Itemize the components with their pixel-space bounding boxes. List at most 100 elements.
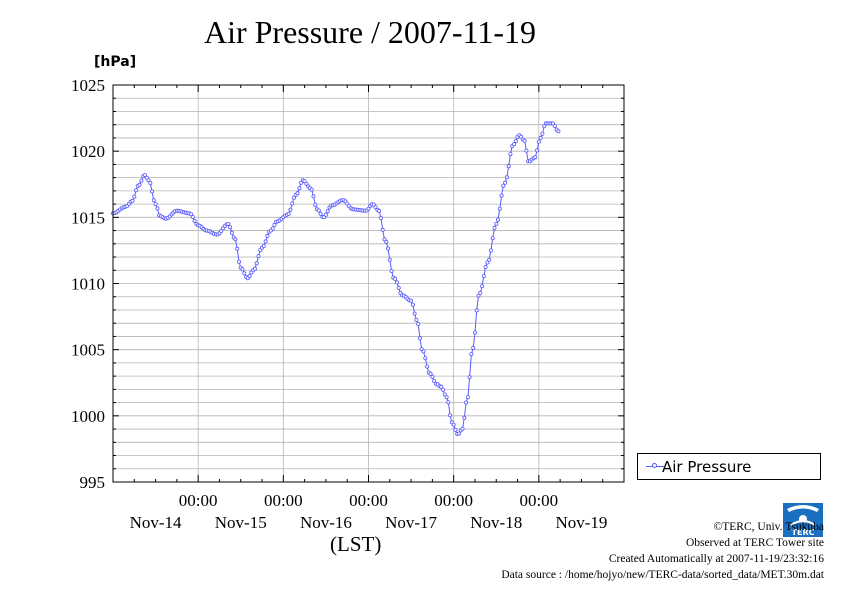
air-pressure-point xyxy=(536,139,541,144)
air-pressure-point xyxy=(394,280,399,285)
air-pressure-point xyxy=(297,186,302,191)
x-tick-date-label: Nov-15 xyxy=(215,513,267,532)
air-pressure-point xyxy=(504,175,509,180)
air-pressure-point xyxy=(316,208,321,213)
air-pressure-point xyxy=(151,198,156,203)
air-pressure-point xyxy=(229,230,234,235)
air-pressure-point xyxy=(380,227,385,232)
air-pressure-point xyxy=(483,264,488,269)
air-pressure-point xyxy=(233,237,238,242)
air-pressure-point xyxy=(421,349,426,354)
x-axis-label: (LST) xyxy=(330,532,382,556)
legend-label: Air Pressure xyxy=(662,458,752,476)
air-pressure-point xyxy=(448,413,453,418)
air-pressure-point xyxy=(384,239,389,244)
air-pressure-point xyxy=(430,374,435,379)
air-pressure-point xyxy=(371,202,376,207)
x-axis-ticks: 00:00 Nov-14 00:00 Nov-15 00:00 Nov-16 00:00 No… xyxy=(130,85,607,532)
air-pressure-point xyxy=(261,243,266,248)
air-pressure-point xyxy=(291,195,296,200)
air-pressure-point xyxy=(432,378,437,383)
air-pressure-point xyxy=(256,254,261,259)
air-pressure-point xyxy=(552,124,557,129)
air-pressure-point xyxy=(263,239,268,244)
x-tick-time-label: 00:00 xyxy=(349,491,388,510)
air-pressure-point xyxy=(190,214,195,219)
air-pressure-line xyxy=(112,122,559,435)
air-pressure-point xyxy=(304,181,309,186)
air-pressure-point xyxy=(472,330,477,335)
air-pressure-point xyxy=(476,293,481,298)
air-pressure-point xyxy=(512,142,517,147)
y-tick-label: 1020 xyxy=(71,142,105,161)
air-pressure-point xyxy=(252,266,257,271)
air-pressure-point xyxy=(428,371,433,376)
air-pressure-point xyxy=(146,178,151,183)
air-pressure-point xyxy=(442,392,447,397)
air-pressure-point xyxy=(471,345,476,350)
chart-grid xyxy=(113,85,624,482)
observed-text: Observed at TERC Tower site xyxy=(685,537,824,549)
air-pressure-point xyxy=(508,152,513,157)
air-pressure-point xyxy=(501,183,506,188)
air-pressure-point xyxy=(499,193,504,198)
y-axis-ticks: 995 1000 1005 1010 1015 1020 1025 xyxy=(71,76,624,492)
air-pressure-point xyxy=(311,194,316,199)
y-tick-label: 1000 xyxy=(71,407,105,426)
air-pressure-point xyxy=(469,352,474,357)
air-pressure-point xyxy=(396,285,401,290)
air-pressure-point xyxy=(497,206,502,211)
chart-series xyxy=(111,121,561,436)
y-tick-label: 1010 xyxy=(71,275,105,294)
air-pressure-point xyxy=(540,131,545,136)
air-pressure-point xyxy=(409,298,414,303)
air-pressure-point xyxy=(130,198,135,203)
air-pressure-point xyxy=(393,276,398,281)
air-pressure-point xyxy=(410,302,415,307)
air-pressure-point xyxy=(373,205,378,210)
air-pressure-point xyxy=(503,180,508,185)
air-pressure-point xyxy=(309,187,314,192)
x-tick-time-label: 00:00 xyxy=(264,491,303,510)
air-pressure-point xyxy=(389,268,394,273)
air-pressure-point xyxy=(412,311,417,316)
air-pressure-point xyxy=(378,215,383,220)
air-pressure-point xyxy=(460,426,465,431)
air-pressure-point xyxy=(513,139,518,144)
plot-frame xyxy=(112,84,625,483)
air-pressure-point xyxy=(556,129,561,134)
air-pressure-point xyxy=(295,191,300,196)
air-pressure-point xyxy=(524,148,529,153)
credits: ©TERC, Univ. Tsukuba Observed at TERC To… xyxy=(501,519,824,583)
air-pressure-point xyxy=(467,375,472,380)
legend: Air Pressure xyxy=(637,453,821,480)
x-tick-time-label: 00:00 xyxy=(434,491,473,510)
air-pressure-point xyxy=(478,290,483,295)
air-pressure-point xyxy=(485,260,490,265)
air-pressure-point xyxy=(228,225,233,230)
air-pressure-point xyxy=(480,284,485,289)
x-tick-date-label: Nov-14 xyxy=(130,513,182,532)
created-text: Created Automatically at 2007-11-19/23:3… xyxy=(608,553,824,565)
air-pressure-point xyxy=(481,274,486,279)
air-pressure-point xyxy=(134,188,139,193)
air-pressure-point xyxy=(142,173,147,178)
y-tick-label: 1025 xyxy=(71,76,105,95)
air-pressure-point xyxy=(290,201,295,206)
air-pressure-point xyxy=(189,212,194,217)
air-pressure-point xyxy=(495,217,500,222)
air-pressure-point xyxy=(387,257,392,262)
air-pressure-point xyxy=(148,180,153,185)
air-pressure-point xyxy=(506,164,511,169)
air-pressure-point xyxy=(139,178,144,183)
air-pressure-point xyxy=(226,221,231,226)
air-pressure-point xyxy=(323,212,328,217)
air-pressure-point xyxy=(236,259,241,264)
air-pressure-point xyxy=(464,400,469,405)
air-pressure-point xyxy=(451,422,456,427)
terc-logo-icon: TERC xyxy=(783,503,823,537)
copyright-text: ©TERC, Univ. Tsukuba xyxy=(713,521,824,533)
air-pressure-point xyxy=(192,218,197,223)
air-pressure-point xyxy=(313,202,318,207)
